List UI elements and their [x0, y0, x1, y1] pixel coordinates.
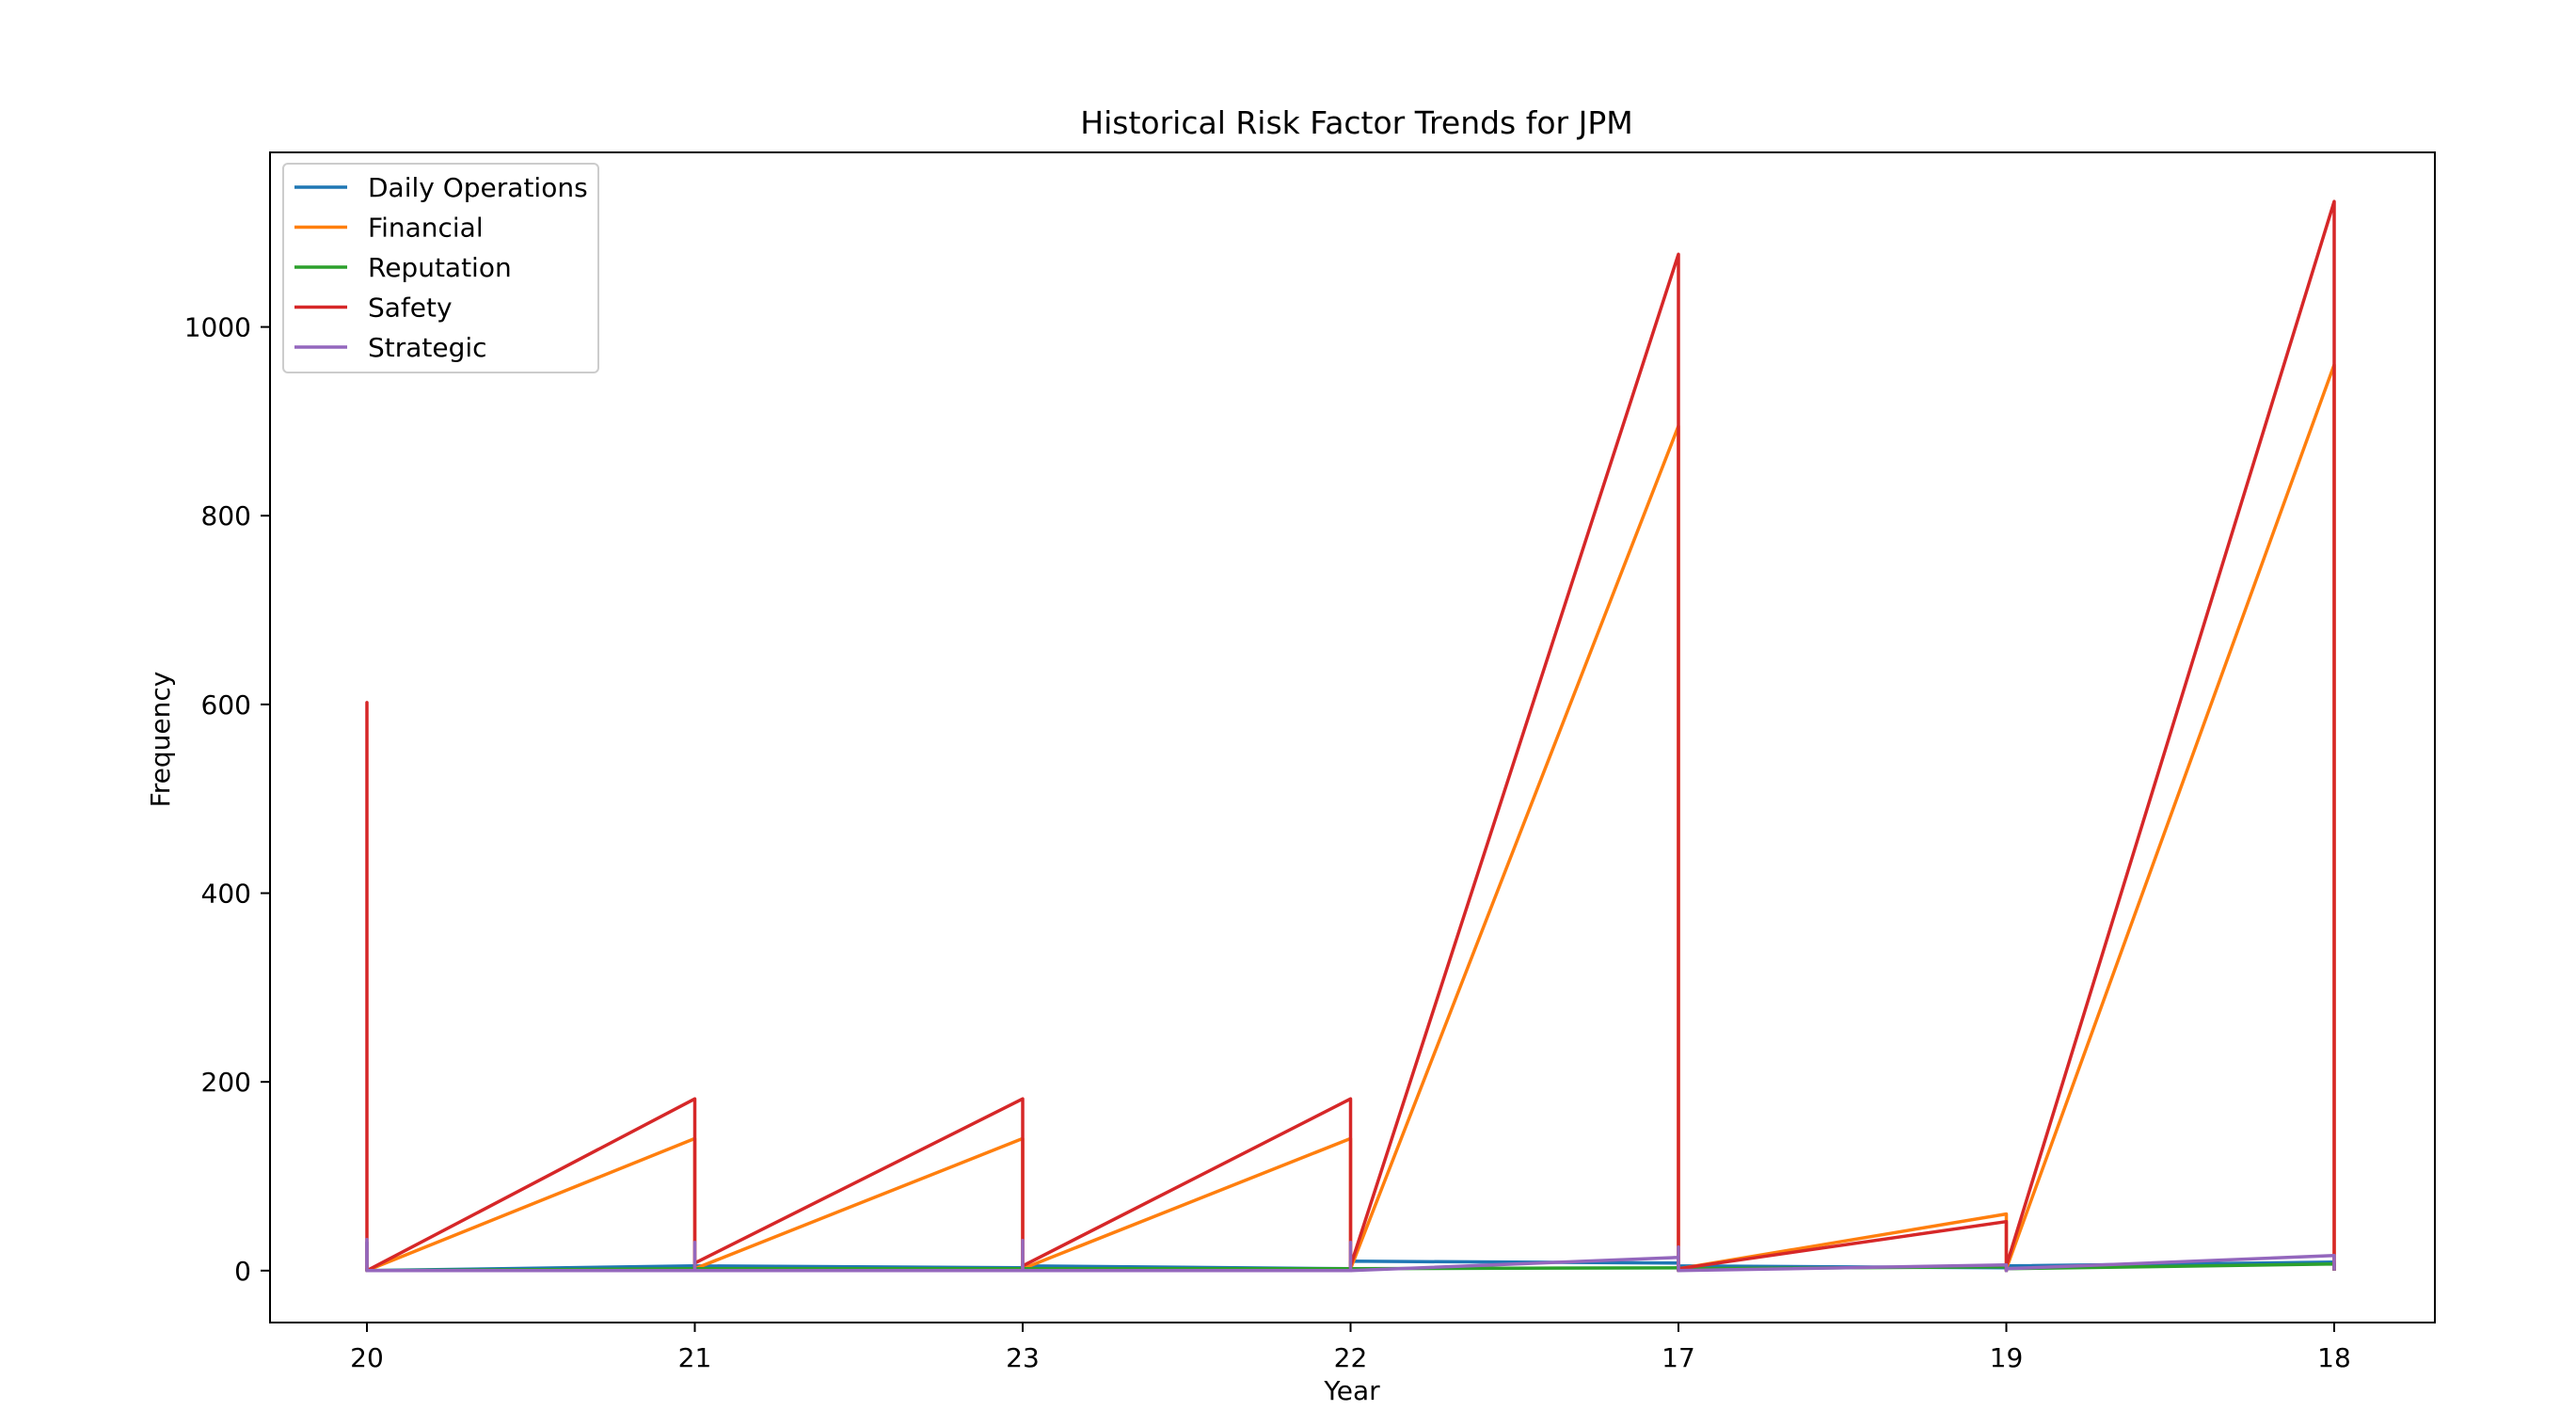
y-tick-label: 200 — [201, 1067, 251, 1098]
y-tick-label: 600 — [201, 689, 251, 721]
y-axis-label: Frequency — [145, 672, 176, 808]
y-tick-label: 800 — [201, 500, 251, 531]
x-tick-label: 18 — [2317, 1342, 2351, 1373]
plot-area-frame — [269, 151, 2436, 1323]
y-tick-label: 400 — [201, 879, 251, 910]
legend-label: Reputation — [368, 252, 512, 283]
axis-layer: 20 21 23 22 17 19 18 0 200 400 600 800 1000 — [184, 312, 2351, 1373]
x-tick-label: 20 — [350, 1342, 384, 1373]
x-tick-label: 22 — [1334, 1342, 1368, 1373]
series-layer — [365, 199, 2336, 1273]
y-tick-label: 1000 — [184, 312, 251, 343]
x-tick-label: 17 — [1662, 1342, 1695, 1373]
legend-label: Safety — [368, 293, 453, 324]
chart-title: Historical Risk Factor Trends for JPM — [1080, 104, 1632, 141]
legend-label: Strategic — [368, 332, 487, 363]
x-tick-label: 21 — [678, 1342, 712, 1373]
legend-label: Daily Operations — [368, 172, 588, 203]
x-tick-label: 23 — [1006, 1342, 1040, 1373]
x-axis-label: Year — [1323, 1375, 1380, 1406]
legend-box — [282, 163, 599, 373]
series-line-strategic — [365, 1237, 2336, 1273]
legend-label: Financial — [368, 213, 484, 244]
legend: Daily Operations Financial Reputation Safet… — [282, 163, 599, 373]
series-line-safety — [365, 199, 2336, 1273]
y-tick-label: 0 — [234, 1256, 251, 1287]
x-tick-label: 19 — [1990, 1342, 2024, 1373]
